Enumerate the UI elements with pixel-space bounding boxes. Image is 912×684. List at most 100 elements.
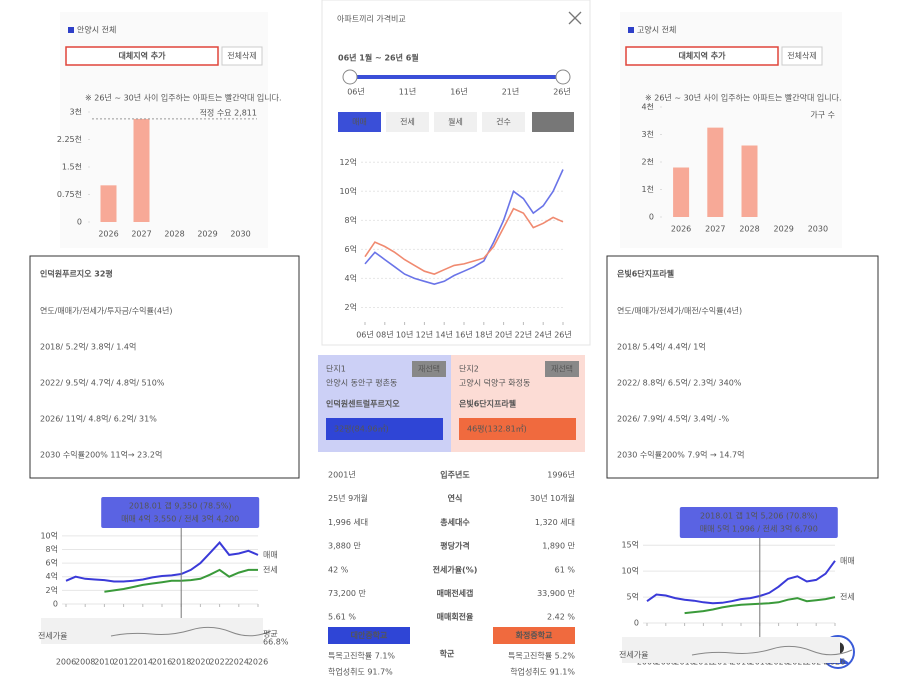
x-tick-label: 2014 [133, 658, 153, 667]
tooltip-box [679, 507, 838, 538]
period: 06년 1월 ~ 26년 6월 [338, 53, 419, 63]
region-label: 안양시 전체 [77, 25, 116, 35]
y-tick-label: 12억 [339, 157, 357, 167]
tooltip-line: 2018.01 갭 1억 5,206 (70.8%) [700, 511, 818, 521]
summary-line: 2018/ 5.4억/ 4.4억/ 1억 [617, 342, 706, 352]
reselect-label: 재선택 [551, 364, 573, 374]
x-tick-label: 2026 [671, 225, 691, 234]
reselect-label: 재선택 [418, 364, 440, 374]
tooltip-box [101, 497, 260, 528]
note: ※ 26년 ~ 30년 사이 입주하는 아파트는 빨간막대 입니다. [645, 93, 842, 103]
x-tick-label: 26년 [554, 330, 572, 340]
x-tick-label: 2028 [164, 230, 184, 239]
x-tick-label: 2018 [171, 658, 191, 667]
bar [133, 118, 150, 222]
school-button[interactable] [493, 627, 575, 644]
row-label: 연식 [448, 493, 463, 503]
x-tick-label: 24년 [534, 330, 552, 340]
size-label: 32평(84.96㎡) [334, 424, 389, 434]
add-button[interactable] [65, 46, 219, 66]
y-tick-label: 2억 [345, 302, 357, 312]
right-cell: 1,320 세대 [535, 518, 575, 527]
close-icon[interactable] [568, 11, 582, 25]
y-tick-label: 8억 [345, 215, 357, 225]
x-tick-label: 2028 [739, 225, 759, 234]
size-label: 46평(132.81㎡) [467, 424, 527, 434]
size-select[interactable] [459, 418, 576, 440]
size-select[interactable] [326, 418, 443, 440]
delete-button[interactable] [221, 46, 263, 66]
tooltip-line: 매매 4억 3,550 / 전세 3억 4,200 [121, 514, 239, 524]
y-tick-label: 3천 [642, 129, 654, 139]
school-stat: 학업성취도 91.7% [328, 667, 393, 677]
slider-handle[interactable] [342, 69, 358, 85]
x-tick-label: 2026 [98, 230, 118, 239]
summary-title: 은빛6단지프라웰 [617, 269, 674, 279]
legend-label: 매매 [840, 556, 855, 565]
y-tick-label: 0 [634, 619, 639, 628]
delete-button[interactable] [781, 46, 823, 66]
tab[interactable] [434, 112, 477, 132]
y-tick-label: 0 [649, 213, 654, 222]
x-tick-label: 06년 [356, 330, 374, 340]
x-tick-label: 2030 [230, 230, 250, 239]
row-label: 매매전세갭 [437, 588, 474, 598]
tab[interactable] [338, 112, 381, 132]
reselect-button[interactable] [412, 361, 446, 377]
y-tick-label: 15억 [621, 540, 639, 550]
ratio-strip [622, 637, 840, 663]
x-tick-label: 2016 [152, 658, 172, 667]
x-tick-label: 12년 [416, 330, 434, 340]
summary-line: 2030 수익률200% 7.9억 → 14.7억 [617, 450, 744, 460]
y-tick-label: 8억 [46, 544, 58, 554]
x-tick-label: 16년 [455, 330, 473, 340]
y-tick-label: 4억 [345, 273, 357, 283]
bar [741, 145, 758, 217]
right-cell: 30년 10개월 [530, 493, 575, 503]
add-button-label: 대체지역 추가 [119, 51, 167, 61]
add-button[interactable] [625, 46, 779, 66]
complex-address: 고양시 덕양구 화정동 [459, 378, 530, 388]
x-tick-label: 2012 [113, 658, 133, 667]
x-tick-label: 18년 [475, 330, 493, 340]
x-tick-label: 08년 [376, 330, 394, 340]
chart-toggle[interactable] [532, 112, 574, 132]
series-line [646, 560, 836, 605]
x-tick-label: 2024 [229, 658, 249, 667]
summary-line: 2018/ 5.2억/ 3.8억/ 1.4억 [40, 342, 136, 352]
row-label: 전세가율(%) [433, 564, 478, 574]
x-tick-label: 2022 [209, 658, 229, 667]
x-tick-label: 2020 [190, 658, 210, 667]
y-tick-label: 10억 [339, 186, 357, 196]
ratio-label: 전세가율 [38, 631, 67, 641]
slider-label: 11년 [399, 87, 417, 97]
ratio-line [110, 626, 272, 637]
legend-label: 매매 [263, 550, 278, 559]
complex-address: 안양시 동안구 평촌동 [326, 378, 397, 388]
slider-label: 21년 [502, 87, 520, 97]
summary-line: 2026/ 11억/ 4.8억/ 6.2억/ 31% [40, 414, 157, 424]
school-stat: 학업성취도 91.1% [510, 667, 575, 677]
slider-label: 06년 [347, 87, 365, 97]
row-label: 총세대수 [440, 517, 470, 527]
tab[interactable] [386, 112, 429, 132]
slider-handle[interactable] [555, 69, 571, 85]
right-cell: 61 % [555, 565, 576, 574]
delete-button-label: 전체삭제 [787, 51, 816, 61]
school-button[interactable] [328, 627, 410, 644]
complex-name: 은빛6단지프라웰 [459, 399, 516, 409]
summary-line: 연도/매매가/전세가/투자금/수익률(4년) [40, 306, 173, 316]
school-stat: 특목고진학률 7.1% [328, 651, 395, 661]
tab[interactable] [482, 112, 525, 132]
left-summary-box [29, 255, 300, 479]
left-cell: 2001년 [328, 470, 356, 480]
legend-swatch [68, 27, 74, 33]
reselect-button[interactable] [545, 361, 579, 377]
row-label: 평당가격 [440, 541, 469, 551]
complex-label: 단지2 [459, 364, 479, 374]
x-tick-label: 2027 [131, 230, 151, 239]
panel-title: 아파트끼리 가격비교 [337, 14, 406, 24]
right-cell: 33,900 만 [537, 589, 576, 598]
tooltip-line: 매매 5억 1,996 / 전세 3억 6,790 [700, 524, 818, 534]
